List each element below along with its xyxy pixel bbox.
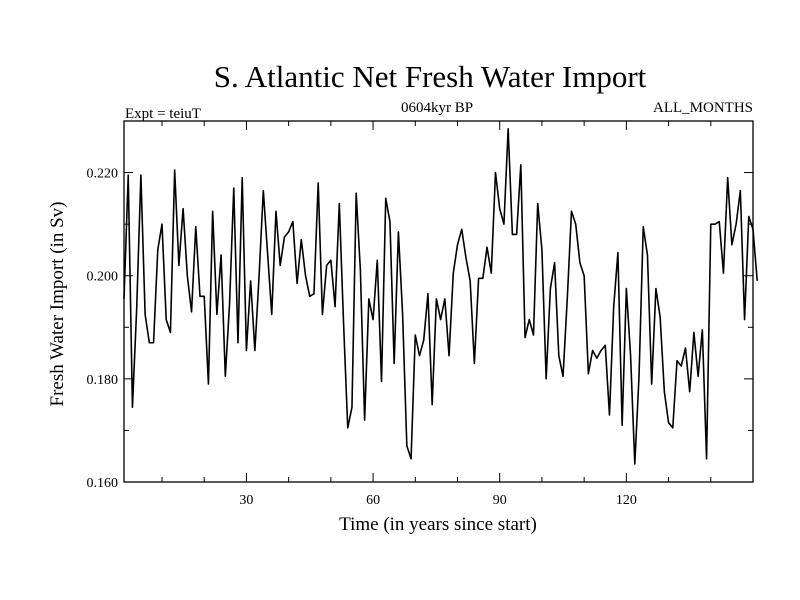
experiment-label: Expt = teiuT xyxy=(125,106,201,122)
x-tick-label: 120 xyxy=(616,493,637,508)
months-label: ALL_MONTHS xyxy=(653,100,753,116)
x-axis-label: Time (in years since start) xyxy=(339,514,537,535)
plot-frame xyxy=(123,120,754,483)
period-label: 0604kyr BP xyxy=(401,100,473,116)
x-tick-label: 90 xyxy=(493,493,507,508)
y-tick-label: 0.220 xyxy=(87,167,119,182)
x-tick-label: 60 xyxy=(366,493,380,508)
chart-title: S. Atlantic Net Fresh Water Import xyxy=(214,59,647,94)
y-tick-label: 0.160 xyxy=(87,476,119,491)
x-tick-label: 30 xyxy=(239,493,253,508)
y-axis-label: Fresh Water Import (in Sv) xyxy=(47,202,68,407)
y-tick-label: 0.180 xyxy=(87,373,119,388)
y-tick-label: 0.200 xyxy=(87,270,119,285)
axis-tick-labels: 30 60 90 120 0.160 0.180 0.200 0.220 xyxy=(87,167,637,508)
series-line-fresh-water-import xyxy=(123,127,759,465)
